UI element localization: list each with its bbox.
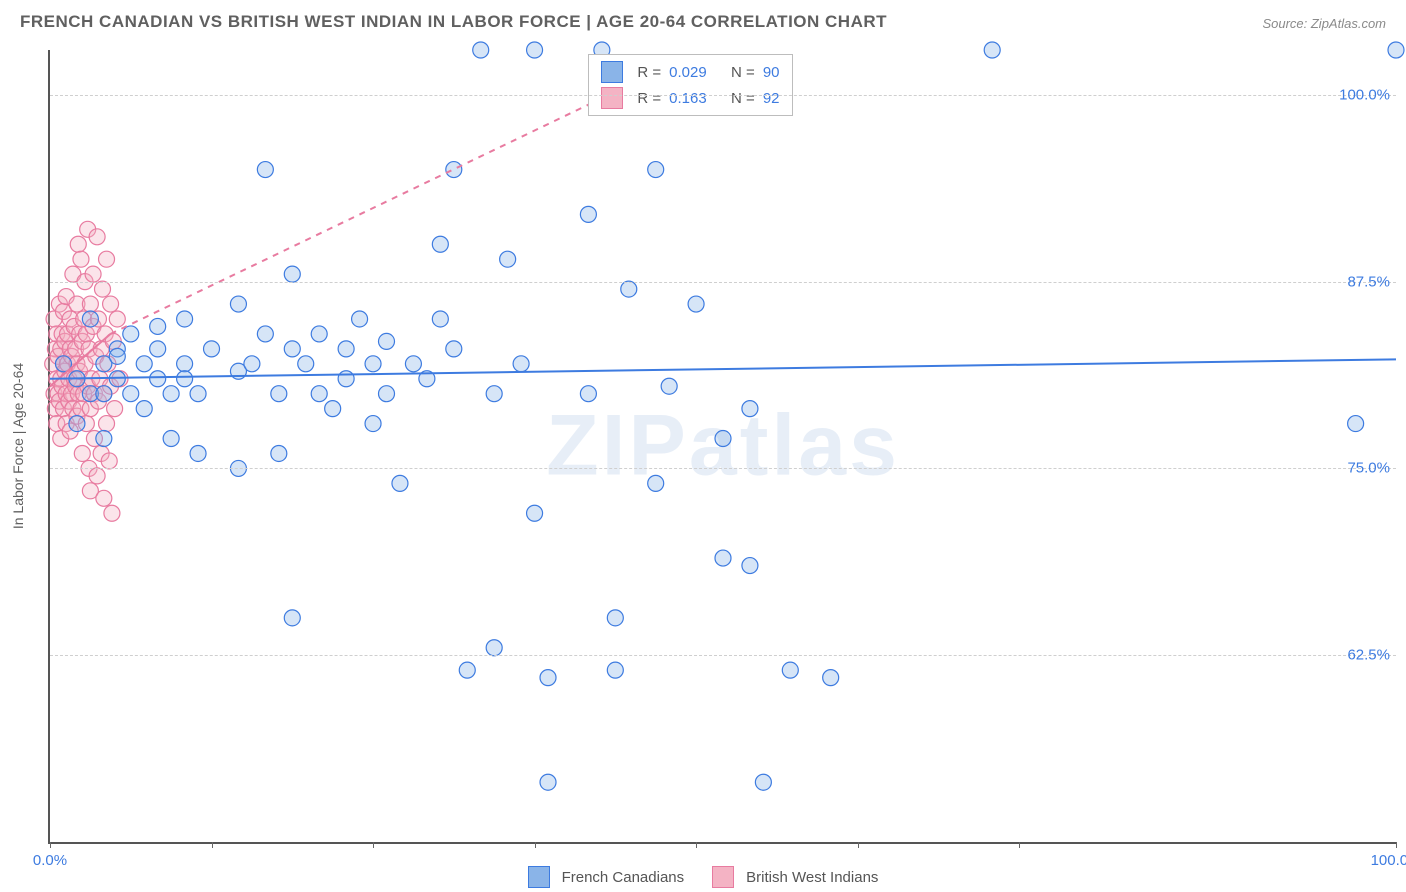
x-tick xyxy=(696,842,697,848)
correlation-stats-box: R = 0.029 N = 90 R = 0.163 N = 92 xyxy=(588,54,792,116)
gridline xyxy=(50,282,1396,283)
gridline xyxy=(50,95,1396,96)
r-value-blue: 0.029 xyxy=(669,64,707,81)
stats-row-pink: R = 0.163 N = 92 xyxy=(589,85,791,111)
x-tick xyxy=(212,842,213,848)
y-tick-label: 75.0% xyxy=(1347,460,1390,477)
header: FRENCH CANADIAN VS BRITISH WEST INDIAN I… xyxy=(0,0,1406,50)
legend: French Canadians British West Indians xyxy=(0,866,1406,888)
r-label: R = xyxy=(637,90,661,107)
n-value-pink: 92 xyxy=(763,90,780,107)
r-value-pink: 0.163 xyxy=(669,90,707,107)
swatch-pink xyxy=(601,87,623,109)
x-tick xyxy=(535,842,536,848)
swatch-blue xyxy=(601,61,623,83)
n-label: N = xyxy=(731,64,755,81)
legend-label-blue: French Canadians xyxy=(562,869,685,886)
y-axis-label: In Labor Force | Age 20-64 xyxy=(10,363,26,529)
y-tick-label: 87.5% xyxy=(1347,273,1390,290)
stats-row-blue: R = 0.029 N = 90 xyxy=(589,59,791,85)
n-value-blue: 90 xyxy=(763,64,780,81)
swatch-pink xyxy=(712,866,734,888)
chart-container: FRENCH CANADIAN VS BRITISH WEST INDIAN I… xyxy=(0,0,1406,892)
y-tick-label: 62.5% xyxy=(1347,647,1390,664)
legend-item-blue: French Canadians xyxy=(528,866,685,888)
x-tick xyxy=(1019,842,1020,848)
gridline xyxy=(50,468,1396,469)
r-label: R = xyxy=(637,64,661,81)
swatch-blue xyxy=(528,866,550,888)
source-label: Source: ZipAtlas.com xyxy=(1262,16,1386,31)
x-tick xyxy=(373,842,374,848)
legend-label-pink: British West Indians xyxy=(746,869,878,886)
x-tick xyxy=(1396,842,1397,848)
n-label: N = xyxy=(731,90,755,107)
y-tick-label: 100.0% xyxy=(1339,86,1390,103)
legend-item-pink: British West Indians xyxy=(712,866,878,888)
plot-area: ZIPatlas R = 0.029 N = 90 R = 0.163 N = … xyxy=(48,50,1396,844)
scatter-svg xyxy=(50,50,1396,842)
gridline xyxy=(50,655,1396,656)
chart-title: FRENCH CANADIAN VS BRITISH WEST INDIAN I… xyxy=(20,12,1386,32)
x-tick xyxy=(858,842,859,848)
x-tick xyxy=(50,842,51,848)
